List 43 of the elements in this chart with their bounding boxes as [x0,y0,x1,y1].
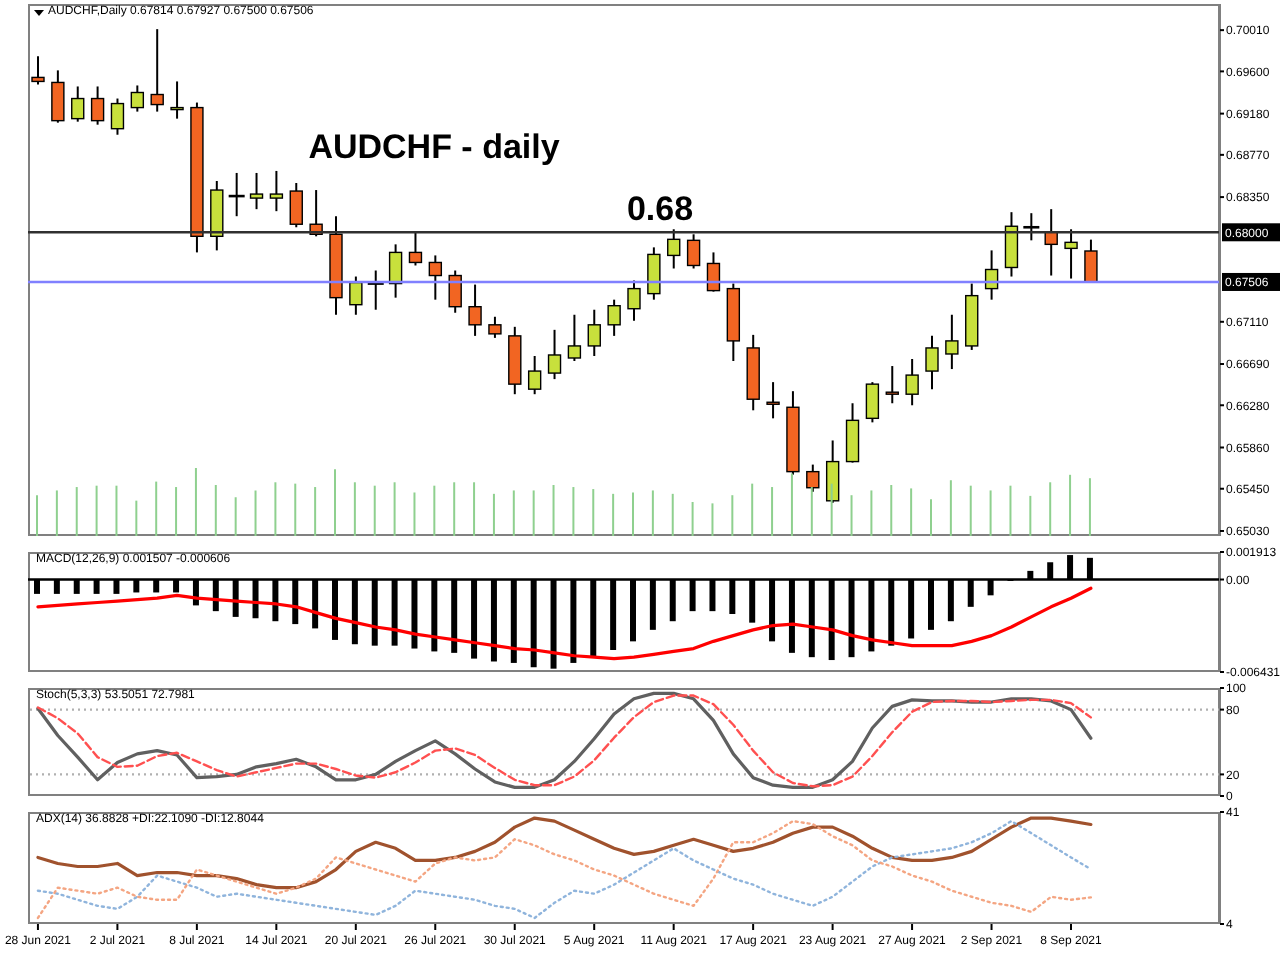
candlestick [110,97,125,136]
candlestick [1044,208,1058,277]
candlestick [647,246,661,301]
candlestick [71,85,85,123]
candlestick [269,169,284,213]
candlestick [408,231,423,267]
candlestick [667,228,681,270]
line-series [36,586,1093,661]
candlestick [527,354,542,396]
candlestick [547,328,562,381]
candlestick [1084,238,1098,284]
candlestick [130,84,145,113]
candlestick [150,28,164,113]
candlestick [865,381,880,424]
candlestick [607,298,621,337]
candlestick [885,365,899,405]
candlestick [468,283,482,337]
candlestick [428,254,443,301]
candlestick [31,55,45,86]
candlestick [587,308,601,357]
candlestick [905,358,919,407]
candlestick [349,275,363,316]
candlestick [249,171,264,211]
candlestick [945,313,959,371]
candlestick [488,315,502,339]
candlestick [90,85,105,126]
text: AUDCHF - daily [308,128,560,166]
candlestick [51,69,65,124]
candlestick [210,180,224,252]
candlestick [1004,211,1019,278]
candlestick [686,233,701,270]
candlestick [170,80,184,120]
candlestick [1064,228,1078,280]
candlestick [925,334,939,391]
candlestick [845,402,860,464]
candlestick [289,182,303,229]
annotation: 0.68 [626,190,694,229]
candlestick [766,381,780,420]
candlestick [627,279,641,322]
candlestick [567,313,582,363]
line-series [36,816,1093,890]
candlestick [388,243,403,299]
candlestick [448,269,462,314]
